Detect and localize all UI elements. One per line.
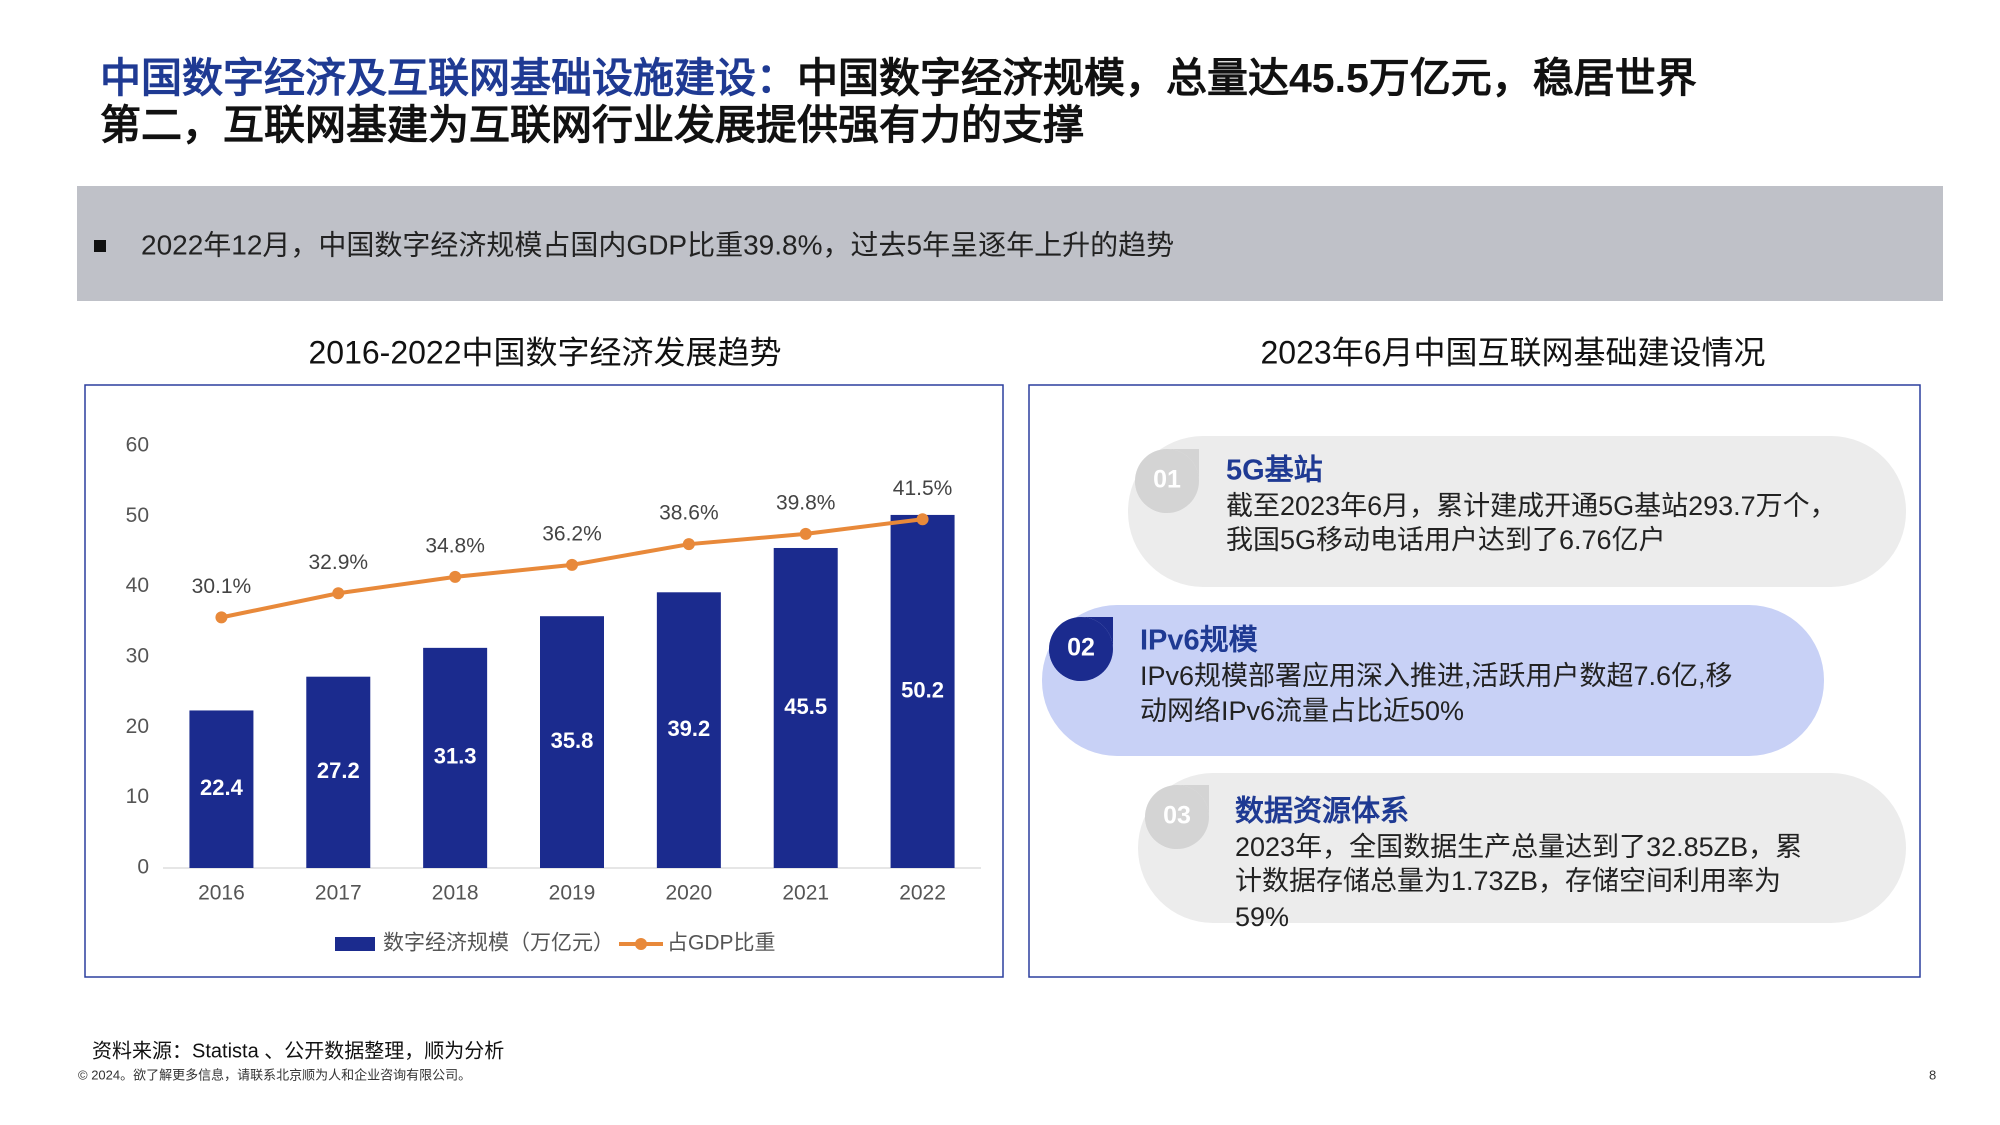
banner xyxy=(77,186,1943,301)
y-tick-label: 20 xyxy=(126,715,149,738)
title: 中国数字经济及互联网基础设施建设：中国数字经济规模，总量达45.5万亿元，稳居世… xyxy=(100,55,1697,101)
item-badge xyxy=(1049,617,1113,681)
item-pill xyxy=(1128,436,1906,587)
item-heading: 数据资源体系 xyxy=(1235,795,1409,828)
chart-panel xyxy=(84,384,1004,978)
bar-label: 45.5 xyxy=(784,694,827,719)
legend-swatch xyxy=(335,937,375,951)
title-rest: 中国数字经济规模，总量达45.5万亿元，稳居世界 xyxy=(797,55,1697,101)
panel-title: 2023年6月中国互联网基础建设情况 xyxy=(1261,334,1766,370)
bar-label: 27.2 xyxy=(317,758,360,783)
item-heading: 5G基站 xyxy=(1226,454,1323,487)
item-badge xyxy=(1145,785,1209,849)
y-tick-label: 60 xyxy=(126,434,149,457)
bullet xyxy=(94,240,106,252)
point-label: 36.2% xyxy=(542,522,602,545)
item-body: 计数据存储总量为1.73ZB，存储空间利用率为 xyxy=(1235,866,1781,896)
item-body: 我国5G移动电话用户达到了6.76亿户 xyxy=(1226,525,1666,555)
y-tick-label: 10 xyxy=(126,785,149,808)
item-pill xyxy=(1138,773,1906,923)
x-tick-label: 2020 xyxy=(665,882,712,905)
point-label: 41.5% xyxy=(893,477,953,500)
bar xyxy=(773,547,838,868)
x-tick-label: 2022 xyxy=(899,882,946,905)
bar xyxy=(890,514,955,868)
y-tick-label: 40 xyxy=(126,574,149,597)
bar xyxy=(423,647,488,868)
bar xyxy=(306,676,371,868)
point-label: 34.8% xyxy=(425,534,485,557)
x-tick-label: 2019 xyxy=(549,882,596,905)
copyright: © 2024。欲了解更多信息，请联系北京顺为人和企业咨询有限公司。 xyxy=(78,1067,471,1082)
legend-label: 占GDP比重 xyxy=(667,932,776,955)
title-line: 第二，互联网基建为互联网行业发展提供强有力的支撑 xyxy=(100,102,1084,148)
y-tick-label: 50 xyxy=(126,504,149,527)
line-point xyxy=(916,513,929,526)
line-point xyxy=(799,527,812,540)
bar-label: 31.3 xyxy=(434,744,477,769)
y-tick-label: 0 xyxy=(137,856,149,879)
bar xyxy=(189,710,254,868)
item-body: 动网络IPv6流量占比近50% xyxy=(1140,696,1464,726)
point-label: 38.6% xyxy=(659,502,719,525)
item-badge xyxy=(1135,449,1199,513)
point-label: 32.9% xyxy=(309,551,369,574)
item-body: 59% xyxy=(1235,902,1289,932)
item-body: IPv6规模部署应用深入推进,活跃用户数超7.6亿,移 xyxy=(1140,661,1733,691)
x-tick-label: 2021 xyxy=(782,882,829,905)
line-point xyxy=(682,538,695,551)
line-point xyxy=(215,611,228,624)
bar xyxy=(656,592,721,868)
bar xyxy=(540,616,604,868)
x-tick-label: 2018 xyxy=(432,882,479,905)
bar-label: 35.8 xyxy=(551,728,594,753)
bar-label: 50.2 xyxy=(901,677,944,702)
legend-swatch xyxy=(635,938,647,950)
bar-label: 39.2 xyxy=(667,716,710,741)
line-point xyxy=(566,558,578,571)
x-tick-label: 2017 xyxy=(315,882,362,905)
item-number: 02 xyxy=(1067,634,1095,662)
item-number: 01 xyxy=(1153,466,1181,494)
chart-title: 2016-2022中国数字经济发展趋势 xyxy=(308,334,781,370)
bar-label: 22.4 xyxy=(200,775,244,800)
page-number: 8 xyxy=(1929,1067,1936,1082)
item-heading: IPv6规模 xyxy=(1140,624,1259,657)
item-number: 03 xyxy=(1163,802,1191,830)
source: 资料来源：Statista 、公开数据整理，顺为分析 xyxy=(92,1039,504,1062)
title-highlight: 中国数字经济及互联网基础设施建设： xyxy=(100,55,797,101)
line-point xyxy=(449,570,462,583)
x-tick-label: 2016 xyxy=(198,882,245,905)
legend-label: 数字经济规模（万亿元） xyxy=(383,932,614,955)
item-pill xyxy=(1042,605,1824,756)
item-body: 截至2023年6月，累计建成开通5G基站293.7万个， xyxy=(1226,491,1837,521)
banner-text: 2022年12月，中国数字经济规模占国内GDP比重39.8%，过去5年呈逐年上升… xyxy=(141,229,1174,260)
point-label: 30.1% xyxy=(192,575,252,598)
info-panel xyxy=(1028,384,1921,978)
point-label: 39.8% xyxy=(776,491,836,514)
item-body: 2023年，全国数据生产总量达到了32.85ZB，累 xyxy=(1235,832,1802,862)
y-tick-label: 30 xyxy=(126,645,149,668)
line-point xyxy=(332,587,345,600)
